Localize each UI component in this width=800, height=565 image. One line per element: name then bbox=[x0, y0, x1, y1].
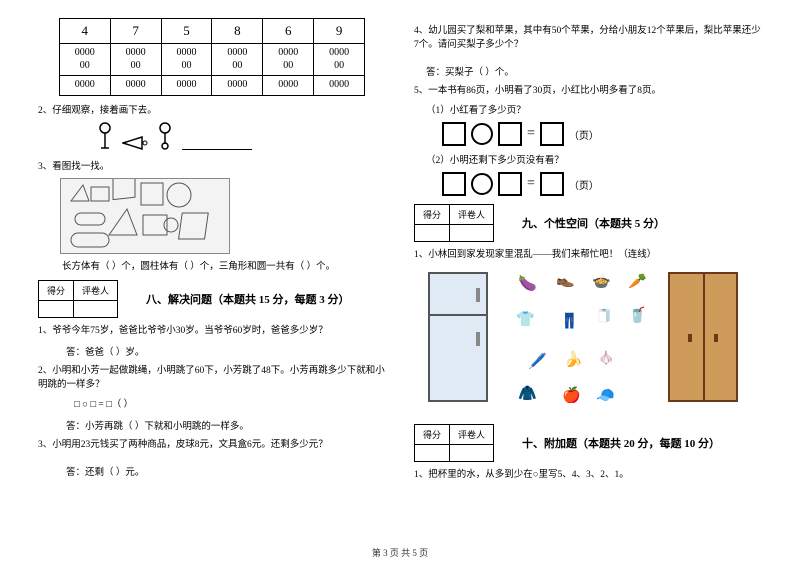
can-icon: 🥤 bbox=[628, 306, 647, 325]
page-footer: 第 3 页 共 5 页 bbox=[0, 546, 800, 559]
q8-2: 2、小明和小芳一起做跳绳，小明跳了60下，小芳跳了48下。小芳再跳多少下就和小明… bbox=[38, 362, 386, 390]
q5-2: （2）小明还剩下多少页没有看？ bbox=[426, 152, 762, 166]
q8-2-eq: □ ○ □ = □（ ） bbox=[74, 396, 386, 410]
r3c1: 0000 bbox=[59, 76, 110, 96]
th-1: 4 bbox=[59, 19, 110, 44]
square-icon bbox=[540, 172, 564, 196]
banana-icon: 🍌 bbox=[564, 350, 583, 369]
q5-1-eq: = （页） bbox=[442, 122, 762, 146]
square-icon bbox=[442, 172, 466, 196]
r2c4: 000000 bbox=[212, 44, 263, 76]
square-icon bbox=[498, 172, 522, 196]
section-9-title: 九、个性空间（本题共 5 分） bbox=[522, 215, 665, 231]
th-3: 5 bbox=[161, 19, 212, 44]
score-blank bbox=[39, 300, 74, 317]
q2-sequence bbox=[98, 122, 386, 150]
q8-3-answer: 答：还剩（ ）元。 bbox=[66, 464, 386, 478]
q5-1: （1）小红看了多少页？ bbox=[426, 102, 762, 116]
q8-2-answer: 答：小芳再跳（ ）下就和小明跳的一样多。 bbox=[66, 418, 386, 432]
pen-icon: 🖊️ bbox=[528, 352, 547, 371]
score-label: 得分 bbox=[39, 280, 74, 300]
circle-icon bbox=[471, 123, 493, 145]
r2c3: 000000 bbox=[161, 44, 212, 76]
equals-icon: = bbox=[527, 176, 535, 192]
jacket-icon: 🧥 bbox=[518, 384, 537, 403]
q3-sub: 长方体有（ ）个，圆柱体有（ ）个，三角形和圆一共有（ ）个。 bbox=[62, 258, 386, 272]
grader-label: 评卷人 bbox=[450, 205, 494, 225]
number-table: 4 7 5 8 6 9 000000 000000 000000 000000 … bbox=[59, 18, 365, 96]
r3c5: 0000 bbox=[263, 76, 314, 96]
q8-1-answer: 答：爸爸（ ）岁。 bbox=[66, 344, 386, 358]
cabinet-icon bbox=[668, 272, 738, 402]
left-column: 4 7 5 8 6 9 000000 000000 000000 000000 … bbox=[38, 18, 386, 538]
th-5: 6 bbox=[263, 19, 314, 44]
shape-lollipop-icon bbox=[98, 122, 112, 150]
grader-blank bbox=[74, 300, 118, 317]
unit-label: （页） bbox=[569, 127, 599, 142]
shapes-figure bbox=[60, 178, 230, 254]
r3c2: 0000 bbox=[110, 76, 161, 96]
circle-icon bbox=[471, 173, 493, 195]
q2-text: 2、仔细观察，接着画下去。 bbox=[38, 102, 386, 116]
r2c1: 000000 bbox=[59, 44, 110, 76]
grader-label: 评卷人 bbox=[450, 425, 494, 445]
q4-answer: 答：买梨子（ ）个。 bbox=[426, 64, 762, 78]
q10-1: 1、把杯里的水，从多到少在○里写5、4、3、2、1。 bbox=[414, 466, 762, 480]
q9-figure: 🍆 👞 🍲 🥕 👕 👖 🧻 🥤 🖊️ 🍌 🧄 🧥 🍎 🧢 bbox=[428, 266, 738, 416]
fridge-icon bbox=[428, 272, 488, 402]
garlic-icon: 🧄 bbox=[598, 350, 614, 366]
q5-text: 5、一本书有86页，小明看了30页，小红比小明多看了8页。 bbox=[414, 82, 762, 96]
square-icon bbox=[540, 122, 564, 146]
square-icon bbox=[442, 122, 466, 146]
score-label: 得分 bbox=[415, 205, 450, 225]
right-column: 4、幼儿园买了梨和苹果，其中有50个苹果，分给小朋友12个苹果后，梨比苹果还少7… bbox=[414, 18, 762, 538]
eggplant-icon: 🍆 bbox=[518, 274, 537, 293]
r3c6: 0000 bbox=[314, 76, 365, 96]
towel-icon: 🧻 bbox=[596, 308, 612, 324]
score-row-9: 得分 评卷人 九、个性空间（本题共 5 分） bbox=[414, 204, 762, 242]
apple-icon: 🍎 bbox=[562, 386, 581, 405]
pot-icon: 🍲 bbox=[592, 272, 611, 291]
grader-blank bbox=[450, 225, 494, 242]
th-2: 7 bbox=[110, 19, 161, 44]
q9-1: 1、小林回到家发现家里混乱——我们来帮忙吧！（连线） bbox=[414, 246, 762, 260]
section-8-title: 八、解决问题（本题共 15 分，每题 3 分） bbox=[146, 291, 350, 307]
section-10-title: 十、附加题（本题共 20 分，每题 10 分） bbox=[522, 435, 720, 451]
r2c2: 000000 bbox=[110, 44, 161, 76]
shape-triangle-icon bbox=[122, 136, 148, 150]
score-blank bbox=[415, 225, 450, 242]
pants-icon: 👖 bbox=[560, 312, 579, 331]
score-blank bbox=[415, 445, 450, 462]
q8-3: 3、小明用23元钱买了两种商品，皮球8元，文具盒6元。还剩多少元？ bbox=[38, 436, 386, 450]
score-row-10: 得分 评卷人 十、附加题（本题共 20 分，每题 10 分） bbox=[414, 424, 762, 462]
th-4: 8 bbox=[212, 19, 263, 44]
score-row-8: 得分 评卷人 八、解决问题（本题共 15 分，每题 3 分） bbox=[38, 280, 386, 318]
square-icon bbox=[498, 122, 522, 146]
q4-text: 4、幼儿园买了梨和苹果，其中有50个苹果，分给小朋友12个苹果后，梨比苹果还少7… bbox=[414, 22, 762, 50]
unit-label: （页） bbox=[569, 177, 599, 192]
q8-1: 1、爷爷今年75岁，爸爸比爷爷小30岁。当爷爷60岁时，爸爸多少岁？ bbox=[38, 322, 386, 336]
r3c4: 0000 bbox=[212, 76, 263, 96]
r3c3: 0000 bbox=[161, 76, 212, 96]
q5-2-eq: = （页） bbox=[442, 172, 762, 196]
r2c6: 000000 bbox=[314, 44, 365, 76]
shape-lollipop2-icon bbox=[158, 122, 172, 150]
radish-icon: 🥕 bbox=[628, 272, 647, 291]
r2c5: 000000 bbox=[263, 44, 314, 76]
equals-icon: = bbox=[527, 126, 535, 142]
th-6: 9 bbox=[314, 19, 365, 44]
blank-line bbox=[182, 140, 252, 150]
score-label: 得分 bbox=[415, 425, 450, 445]
shoes-icon: 👞 bbox=[556, 270, 575, 289]
grader-label: 评卷人 bbox=[74, 280, 118, 300]
cap-icon: 🧢 bbox=[596, 386, 615, 405]
shirt-icon: 👕 bbox=[516, 310, 535, 329]
q3-text: 3、看图找一找。 bbox=[38, 158, 386, 172]
grader-blank bbox=[450, 445, 494, 462]
